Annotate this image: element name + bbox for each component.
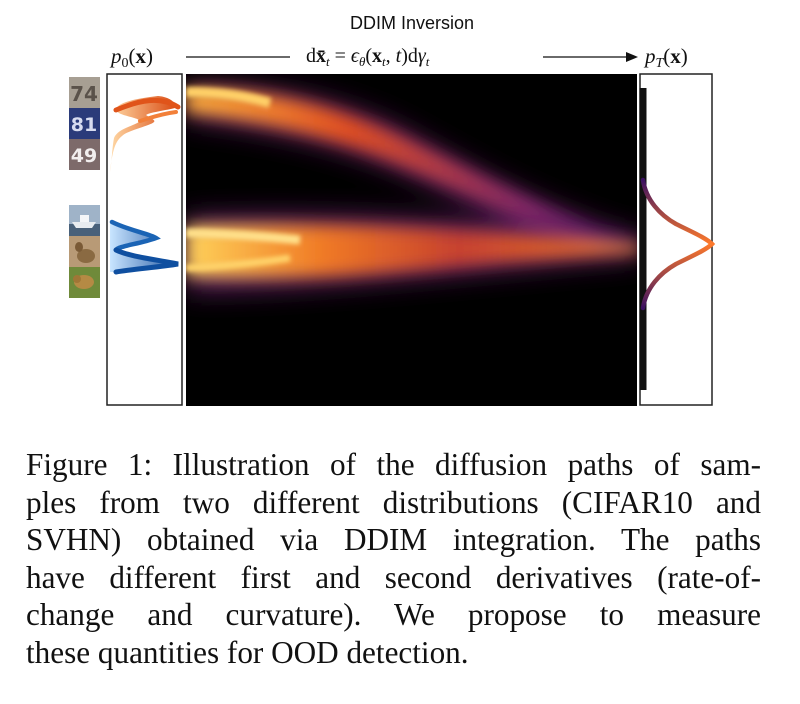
svhn-density-curve [110, 96, 181, 172]
caption-line: ples from two different distributions (C… [26, 484, 761, 520]
svg-text:dx̄t = ϵθ(xt, t)dγt: dx̄t = ϵθ(xt, t)dγt [306, 45, 430, 69]
svhn-digit-74-thumbnail: 74 [69, 77, 100, 108]
arrow-head [626, 52, 638, 62]
caption-line: these quantities for OOD detection. [26, 634, 469, 670]
caption-line: SVHN) obtained via DDIM integration. The… [26, 522, 761, 557]
gaussian-density-curve [640, 177, 716, 311]
svhn-digit-49-thumbnail: 49 [69, 139, 100, 170]
thumbnail-column: 74 81 49 [69, 77, 100, 298]
caption-line: have different first and second derivati… [26, 559, 761, 595]
svg-text:81: 81 [71, 114, 97, 136]
cifar-animal-thumbnail [69, 267, 100, 298]
figure-caption: Figure 1: Illustration of the diffusion … [26, 446, 761, 671]
right-label: pT(x) [643, 44, 688, 71]
cifar-ship-thumbnail [69, 205, 100, 236]
cifar-deer-thumbnail [69, 236, 100, 267]
diffusion-figure: DDIM Inversion p0(x) dx̄t = ϵθ(xt, t)dγt… [69, 13, 716, 406]
svg-text:74: 74 [70, 82, 98, 106]
cifar-density-curve [109, 219, 179, 275]
diffusion-paths-heatmap [186, 74, 637, 406]
svg-text:49: 49 [71, 145, 97, 167]
header-title: DDIM Inversion [350, 13, 474, 33]
caption-line: Figure 1: Illustration of the diffusion … [26, 447, 761, 482]
caption-line: change and curvature). We propose to mea… [26, 597, 761, 632]
svg-text:pT(x): pT(x) [643, 44, 688, 71]
left-label: p0(x) [109, 44, 153, 71]
equation: dx̄t = ϵθ(xt, t)dγt [306, 45, 430, 69]
figure-1: DDIM Inversion p0(x) dx̄t = ϵθ(xt, t)dγt… [69, 13, 716, 406]
svhn-digit-81-thumbnail: 81 [69, 108, 100, 139]
left-density-panel [106, 73, 183, 406]
svg-text:p0(x): p0(x) [109, 44, 153, 71]
right-density-panel [639, 73, 716, 406]
